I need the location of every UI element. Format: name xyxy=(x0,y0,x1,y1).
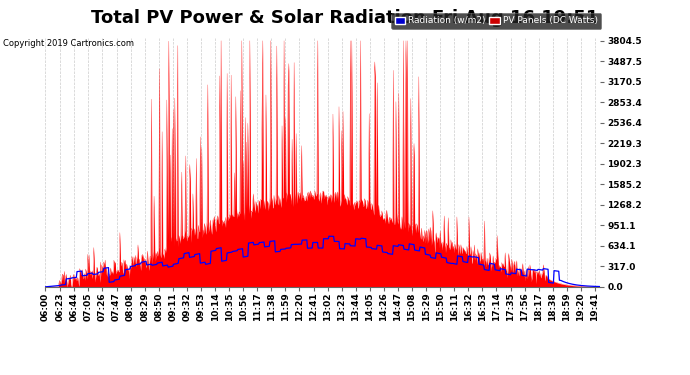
Text: Total PV Power & Solar Radiation Fri Aug 16 19:51: Total PV Power & Solar Radiation Fri Aug… xyxy=(91,9,599,27)
Text: Copyright 2019 Cartronics.com: Copyright 2019 Cartronics.com xyxy=(3,39,135,48)
Legend: Radiation (w/m2), PV Panels (DC Watts): Radiation (w/m2), PV Panels (DC Watts) xyxy=(391,13,601,29)
